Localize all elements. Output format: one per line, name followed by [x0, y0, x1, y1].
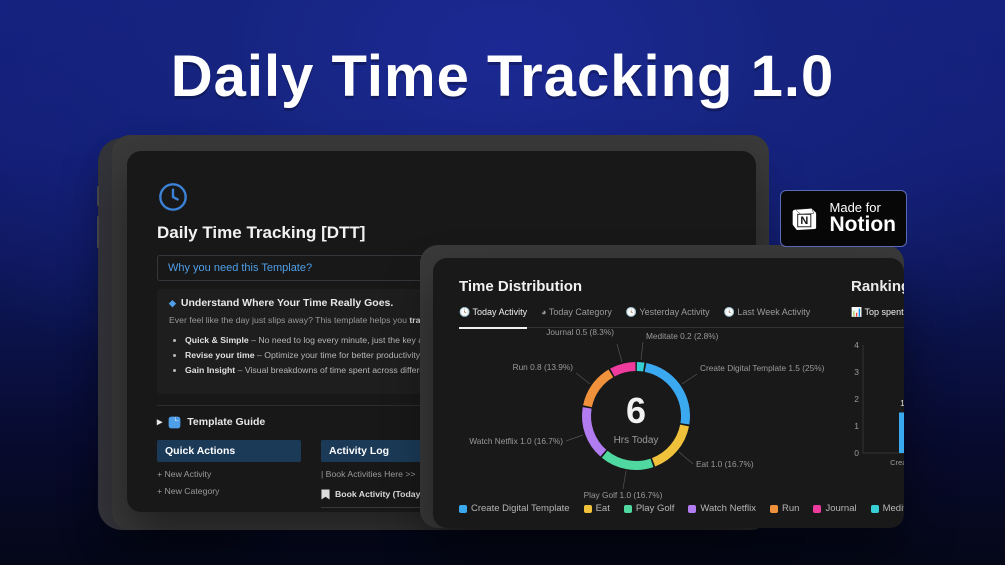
- svg-text:Eat 1.0 (16.7%): Eat 1.0 (16.7%): [696, 459, 754, 469]
- svg-text:Journal 0.5 (8.3%): Journal 0.5 (8.3%): [546, 327, 614, 337]
- svg-text:4: 4: [854, 340, 859, 350]
- svg-text:Play Golf 1.0 (16.7%): Play Golf 1.0 (16.7%): [584, 490, 663, 500]
- svg-text:N: N: [800, 215, 808, 227]
- svg-text:Create Di: Create Di: [890, 458, 904, 467]
- svg-text:6: 6: [626, 390, 646, 431]
- svg-text:0: 0: [854, 448, 859, 458]
- svg-text:3: 3: [854, 367, 859, 377]
- svg-text:Create Digital Template 1.5 (2: Create Digital Template 1.5 (25%): [700, 363, 825, 373]
- svg-text:Hrs Today: Hrs Today: [614, 435, 659, 446]
- svg-text:Run 0.8 (13.9%): Run 0.8 (13.9%): [513, 362, 574, 372]
- svg-text:2: 2: [854, 394, 859, 404]
- svg-text:Meditate 0.2 (2.8%): Meditate 0.2 (2.8%): [646, 331, 719, 341]
- svg-text:Watch Netflix 1.0 (16.7%): Watch Netflix 1.0 (16.7%): [469, 436, 563, 446]
- svg-text:1.5: 1.5: [900, 398, 904, 408]
- svg-text:1: 1: [854, 421, 859, 431]
